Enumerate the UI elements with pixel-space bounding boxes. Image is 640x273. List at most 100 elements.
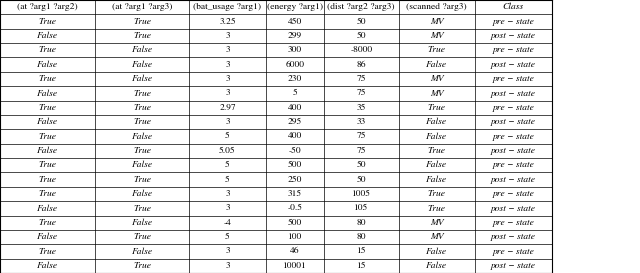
Text: False: False — [131, 190, 153, 198]
Text: 3: 3 — [225, 204, 230, 212]
Text: 3: 3 — [225, 89, 230, 97]
Text: True: True — [38, 75, 56, 83]
Text: 500: 500 — [287, 161, 302, 169]
Text: 50: 50 — [356, 17, 366, 26]
Text: 230: 230 — [287, 75, 302, 83]
Text: 75: 75 — [356, 75, 366, 83]
Text: 50: 50 — [356, 32, 366, 40]
Text: 5: 5 — [225, 176, 230, 184]
Text: MV: MV — [430, 218, 444, 227]
Text: pre − state: pre − state — [492, 190, 534, 198]
Text: 3: 3 — [225, 46, 230, 54]
Text: (at ?arg1 ?arg3): (at ?arg1 ?arg3) — [112, 3, 172, 11]
Text: MV: MV — [430, 233, 444, 241]
Text: True: True — [38, 132, 56, 141]
Text: post − state: post − state — [491, 118, 536, 126]
Text: True: True — [133, 32, 151, 40]
Text: False: False — [131, 161, 153, 170]
Text: 295: 295 — [287, 118, 302, 126]
Text: False: False — [36, 118, 58, 126]
Text: False: False — [426, 118, 447, 126]
Text: False: False — [36, 147, 58, 155]
Text: 400: 400 — [287, 132, 302, 141]
Text: True: True — [133, 262, 151, 270]
Text: pre − state: pre − state — [492, 132, 534, 141]
Text: True: True — [428, 190, 446, 198]
Text: False: False — [426, 60, 447, 69]
Text: 5: 5 — [225, 161, 230, 169]
Text: True: True — [428, 103, 446, 112]
Text: 400: 400 — [287, 104, 302, 112]
Text: pre − state: pre − state — [492, 75, 534, 83]
Text: 15: 15 — [356, 247, 366, 256]
Text: False: False — [131, 247, 153, 256]
Text: 3.25: 3.25 — [220, 17, 236, 26]
Text: post − state: post − state — [491, 89, 536, 97]
Text: pre − state: pre − state — [492, 247, 534, 256]
Text: False: False — [36, 89, 58, 97]
Text: True: True — [38, 176, 56, 184]
Text: post − state: post − state — [491, 32, 536, 40]
Text: 1005: 1005 — [352, 190, 371, 198]
Text: False: False — [131, 218, 153, 227]
Text: 250: 250 — [287, 176, 302, 184]
Text: True: True — [428, 204, 446, 213]
Text: (energy ?arg1): (energy ?arg1) — [267, 3, 323, 11]
Text: False: False — [426, 161, 447, 170]
Text: False: False — [131, 46, 153, 55]
Text: False: False — [131, 60, 153, 69]
Text: False: False — [36, 204, 58, 213]
Text: 3: 3 — [225, 262, 230, 270]
Text: 15: 15 — [356, 262, 366, 270]
Text: 3: 3 — [225, 75, 230, 83]
Text: -4: -4 — [223, 219, 232, 227]
Text: 80: 80 — [356, 233, 366, 241]
Text: pre − state: pre − state — [492, 218, 534, 227]
Text: -8000: -8000 — [350, 46, 372, 54]
Text: False: False — [426, 132, 447, 141]
Text: 3: 3 — [225, 247, 230, 256]
Text: 3: 3 — [225, 61, 230, 69]
Text: pre − state: pre − state — [492, 46, 534, 55]
Text: MV: MV — [430, 89, 444, 97]
Text: False: False — [131, 132, 153, 141]
Text: True: True — [38, 103, 56, 112]
Text: post − state: post − state — [491, 262, 536, 270]
Text: 5.05: 5.05 — [220, 147, 236, 155]
Text: 3: 3 — [225, 32, 230, 40]
Text: True: True — [428, 46, 446, 55]
Text: True: True — [38, 190, 56, 198]
Text: False: False — [36, 60, 58, 69]
Text: 10001: 10001 — [283, 262, 307, 270]
Text: 450: 450 — [287, 17, 302, 26]
Text: -0.5: -0.5 — [287, 204, 302, 212]
Text: True: True — [133, 103, 151, 112]
Text: False: False — [36, 32, 58, 40]
Text: True: True — [133, 233, 151, 241]
Text: 50: 50 — [356, 176, 366, 184]
Text: 75: 75 — [356, 89, 366, 97]
Text: False: False — [36, 233, 58, 241]
Text: True: True — [38, 46, 56, 55]
Text: 75: 75 — [356, 147, 366, 155]
Text: post − state: post − state — [491, 147, 536, 155]
Text: True: True — [38, 218, 56, 227]
Text: pre − state: pre − state — [492, 103, 534, 112]
Text: 50: 50 — [356, 161, 366, 169]
Text: 35: 35 — [356, 104, 366, 112]
Text: False: False — [36, 262, 58, 270]
Text: 6000: 6000 — [285, 61, 304, 69]
Text: (scanned ?arg3): (scanned ?arg3) — [406, 3, 467, 11]
Text: 300: 300 — [287, 46, 302, 54]
Text: (bat_usage ?arg1): (bat_usage ?arg1) — [193, 3, 262, 11]
Text: 105: 105 — [354, 204, 369, 212]
Text: False: False — [426, 262, 447, 270]
Text: True: True — [133, 204, 151, 213]
Text: MV: MV — [430, 32, 444, 40]
Text: 46: 46 — [290, 247, 300, 256]
Text: True: True — [133, 176, 151, 184]
Text: (at ?arg1 ?arg2): (at ?arg1 ?arg2) — [17, 3, 77, 11]
Text: -50: -50 — [289, 147, 301, 155]
Text: True: True — [133, 89, 151, 97]
Text: 2.97: 2.97 — [220, 104, 236, 112]
